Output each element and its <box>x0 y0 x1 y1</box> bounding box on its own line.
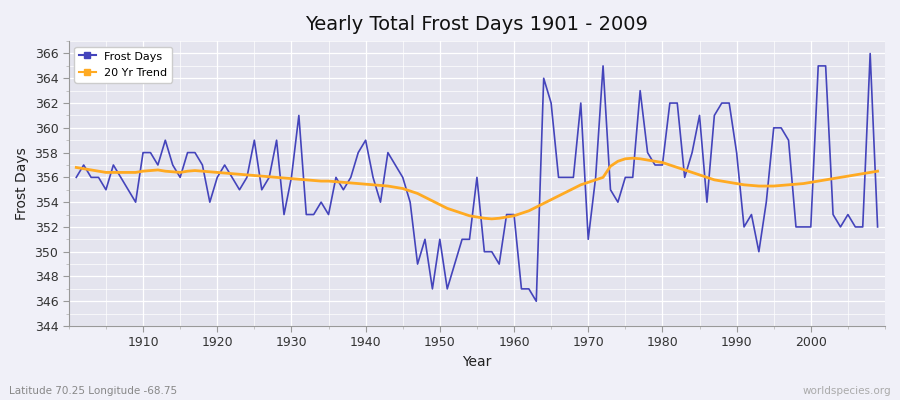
Y-axis label: Frost Days: Frost Days <box>15 147 29 220</box>
Text: worldspecies.org: worldspecies.org <box>803 386 891 396</box>
X-axis label: Year: Year <box>463 355 491 369</box>
Text: Latitude 70.25 Longitude -68.75: Latitude 70.25 Longitude -68.75 <box>9 386 177 396</box>
Title: Yearly Total Frost Days 1901 - 2009: Yearly Total Frost Days 1901 - 2009 <box>305 15 648 34</box>
Legend: Frost Days, 20 Yr Trend: Frost Days, 20 Yr Trend <box>75 47 172 83</box>
